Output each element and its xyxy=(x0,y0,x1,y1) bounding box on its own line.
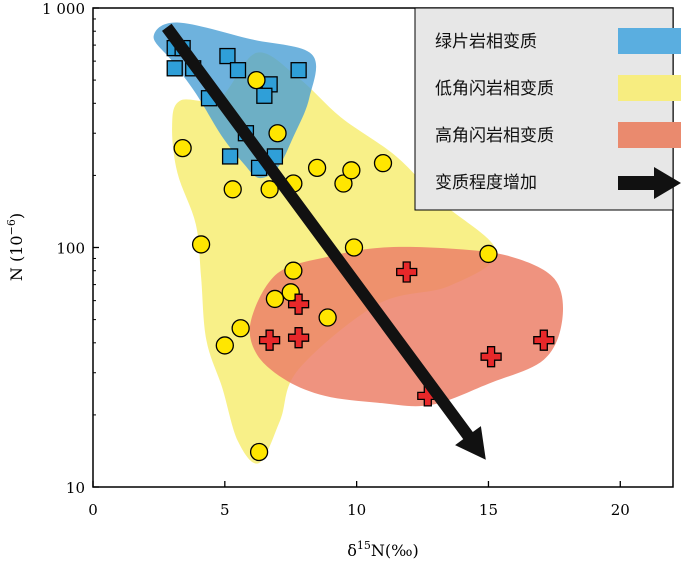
metamorphic-trend-arrow xyxy=(162,23,486,460)
low-amphibolite-point xyxy=(260,180,279,199)
low-amphibolite-point xyxy=(334,174,353,193)
greenschist-point xyxy=(166,60,183,77)
high-amphibolite-point xyxy=(533,329,555,351)
low-amphibolite-point xyxy=(215,336,234,355)
legend-label-high-amphibolite: 高角闪岩相变质 xyxy=(435,126,554,146)
x-tick-label: 15 xyxy=(479,501,498,519)
greenschist-point xyxy=(229,62,247,79)
low-amphibolite-point xyxy=(249,442,269,462)
y-tick-label: 1 000 xyxy=(42,0,85,18)
legend-label-greenschist: 绿片岩相变质 xyxy=(435,32,537,52)
low-amphibolite-point xyxy=(344,238,364,257)
y-axis-label: N (10−6) xyxy=(5,213,26,281)
greenschist-point xyxy=(290,62,307,79)
greenschist-point xyxy=(221,148,239,165)
greenschist-point xyxy=(219,47,236,65)
legend-arrow-icon xyxy=(618,167,681,199)
legend-swatch-high-amphibolite xyxy=(618,122,681,148)
x-tick-label: 0 xyxy=(88,501,98,519)
high-amphibolite-point xyxy=(287,327,310,349)
low-amphibolite-point xyxy=(191,235,211,254)
region-high-amphibolite xyxy=(249,246,564,407)
greenschist-point xyxy=(256,87,273,104)
low-amphibolite-point xyxy=(479,244,498,264)
data-markers xyxy=(166,39,555,462)
low-amphibolite-point xyxy=(268,124,287,143)
legend-label-arrow: 变质程度增加 xyxy=(435,173,537,193)
low-amphibolite-point xyxy=(173,138,192,158)
x-tick-label: 5 xyxy=(220,501,230,519)
high-amphibolite-point xyxy=(480,346,502,368)
x-axis-label: δ15N(‰) xyxy=(347,539,419,560)
high-amphibolite-point xyxy=(258,329,281,351)
low-amphibolite-point xyxy=(307,158,327,178)
low-amphibolite-point xyxy=(318,308,337,327)
low-amphibolite-point xyxy=(223,180,242,199)
y-tick-label: 100 xyxy=(56,240,85,258)
legend-label-low-amphibolite: 低角闪岩相变质 xyxy=(435,79,554,99)
low-amphibolite-point xyxy=(284,261,303,280)
trend-arrow xyxy=(162,23,486,460)
y-tick-label: 10 xyxy=(66,479,85,497)
legend: 绿片岩相变质 低角闪岩相变质 高角闪岩相变质 变质程度增加 xyxy=(414,7,681,211)
legend-swatch-greenschist xyxy=(618,28,681,54)
low-amphibolite-point xyxy=(247,70,266,90)
axis-ticks: 0 5 10 15 20 10 100 1 000 xyxy=(42,0,630,519)
x-tick-label: 20 xyxy=(611,501,630,519)
high-amphibolite-point xyxy=(396,261,418,283)
low-amphibolite-point xyxy=(265,289,285,309)
low-amphibolite-point xyxy=(342,161,361,180)
legend-swatch-low-amphibolite xyxy=(618,75,681,101)
low-amphibolite-point xyxy=(373,154,393,173)
high-amphibolite-point xyxy=(287,293,310,315)
x-tick-label: 10 xyxy=(347,501,366,519)
low-amphibolite-point xyxy=(231,319,250,338)
